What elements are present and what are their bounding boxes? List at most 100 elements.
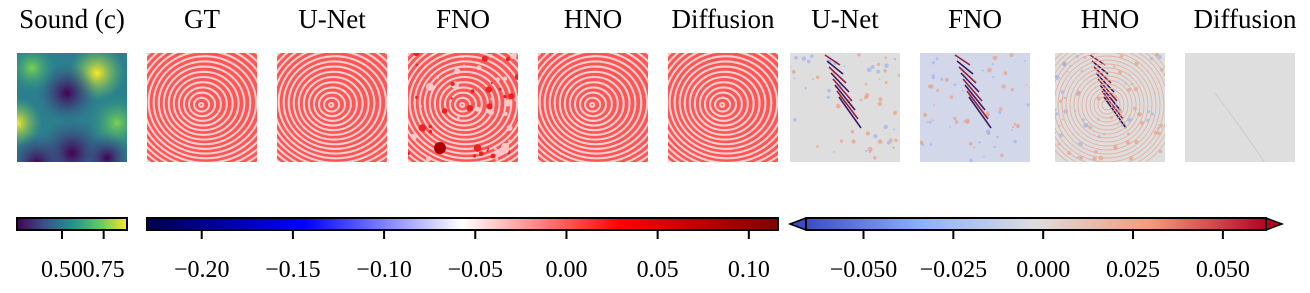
tick-label: 0.025 <box>1106 257 1160 283</box>
tick-label: 0.00 <box>545 257 587 283</box>
error-speck <box>961 89 964 92</box>
noise <box>435 75 439 79</box>
error-speck <box>944 77 949 82</box>
noise <box>425 83 434 91</box>
error-speck <box>1063 96 1067 100</box>
error-speck <box>806 59 811 64</box>
error-speck <box>1066 70 1069 73</box>
error-speck <box>949 125 952 128</box>
blob <box>82 133 127 162</box>
error-speck <box>931 61 936 65</box>
error-speck <box>883 68 887 73</box>
error-speck <box>843 65 846 68</box>
noise <box>415 95 419 99</box>
image-panel <box>790 53 900 162</box>
colorbar-gradient <box>16 217 128 231</box>
error-speck <box>1157 55 1162 60</box>
error-speck <box>1011 129 1013 131</box>
error-streak <box>1103 96 1127 129</box>
wavefront <box>453 96 472 113</box>
wavefront <box>287 60 382 146</box>
error-speck <box>1055 112 1059 116</box>
noise <box>466 104 474 112</box>
error-speck <box>1003 71 1008 76</box>
error-speck <box>873 156 877 160</box>
noise <box>514 96 518 103</box>
wavefront <box>538 53 648 155</box>
error-speck <box>864 82 868 86</box>
error-speck <box>1009 53 1014 58</box>
panel-title: GT <box>184 4 220 34</box>
ring <box>1077 75 1137 135</box>
error-speck <box>991 63 994 66</box>
error-speck <box>928 120 932 124</box>
error-speck <box>992 55 998 61</box>
panel-title: HNO <box>1081 4 1140 34</box>
error-speck <box>1117 70 1122 75</box>
error-streak <box>960 72 980 93</box>
ring <box>1093 91 1121 119</box>
image-panel <box>1185 53 1295 162</box>
image-panel <box>147 53 257 162</box>
error-speck <box>868 150 872 154</box>
tick-label: −0.025 <box>920 257 988 283</box>
error-speck <box>1001 84 1006 89</box>
wavefront <box>683 65 767 141</box>
error-speck <box>988 114 991 116</box>
tick-label: 0.05 <box>637 257 679 283</box>
wavefront <box>688 70 761 136</box>
ring <box>1101 99 1113 111</box>
tick-label: −0.20 <box>174 257 230 283</box>
error-speck <box>969 158 973 162</box>
error-speck <box>826 95 830 99</box>
error-speck <box>1077 156 1080 159</box>
tick-label: −0.050 <box>830 257 898 283</box>
error-speck <box>952 116 957 121</box>
error-speck <box>833 151 836 153</box>
wavefront <box>553 65 637 141</box>
error-speck <box>935 57 939 61</box>
ring <box>1073 71 1141 139</box>
error-speck <box>1024 60 1026 62</box>
error-streak <box>956 60 974 75</box>
error-streak <box>832 78 853 102</box>
error-streak <box>954 54 971 66</box>
error-speck <box>857 53 861 57</box>
wavefront <box>713 96 732 113</box>
noise <box>428 129 433 134</box>
tick-label: 0.10 <box>728 257 770 283</box>
error-streak <box>1089 54 1106 66</box>
error-speck <box>923 112 928 118</box>
wavefront <box>448 91 478 118</box>
wavefront <box>543 55 648 150</box>
noise <box>495 157 499 161</box>
error-speck <box>827 88 831 93</box>
error-speck <box>816 145 819 148</box>
noise <box>490 96 494 101</box>
error-streak <box>836 90 859 120</box>
wavefront <box>668 53 778 155</box>
error-speck <box>920 140 924 145</box>
colorbar-gradient <box>805 217 1267 231</box>
wavefront <box>548 60 643 146</box>
wavefront <box>568 81 619 127</box>
noise <box>456 116 460 120</box>
image-panel <box>920 53 1030 162</box>
wavefront <box>277 53 387 160</box>
error-speck <box>954 120 959 124</box>
error-speck <box>996 135 999 139</box>
noise <box>454 68 461 75</box>
error-speck <box>931 75 935 80</box>
error-speck <box>1146 118 1150 123</box>
error-speck <box>864 92 870 98</box>
error-speck <box>893 57 897 61</box>
faint-artifact <box>1214 92 1265 162</box>
tick-label: 0.75 <box>83 257 125 283</box>
error-speck <box>1000 153 1004 158</box>
error-speck <box>877 139 883 144</box>
wavefront <box>187 91 217 118</box>
error-speck <box>1013 139 1017 144</box>
error-streak <box>834 84 856 111</box>
error-streak <box>838 96 862 129</box>
